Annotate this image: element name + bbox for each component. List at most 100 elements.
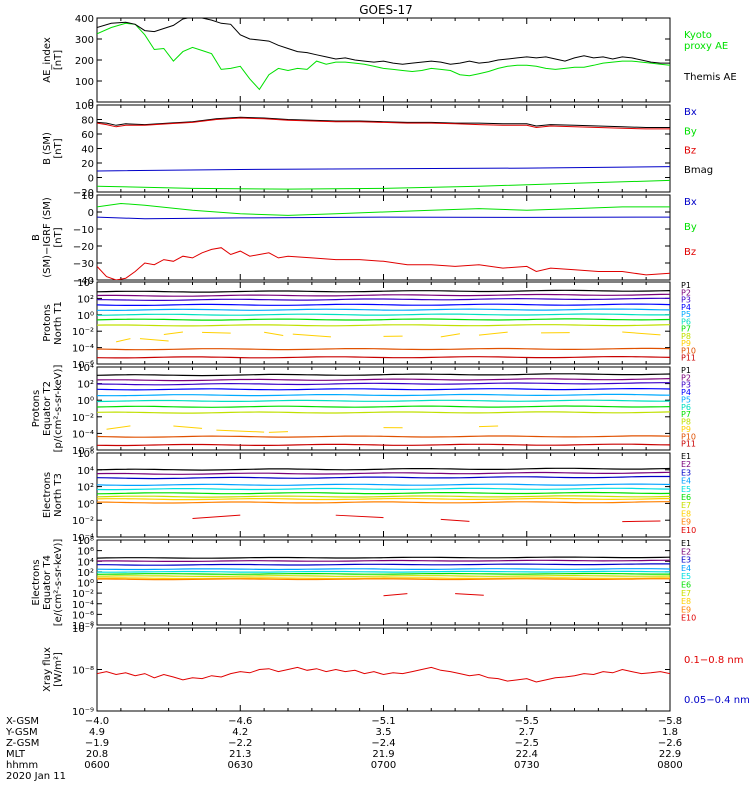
plot-area (97, 18, 670, 91)
series-bx (97, 216, 670, 220)
y-axis-label: ElectronsEquator T4[e/(cm²-s-sr-keV)] (31, 539, 64, 627)
orbit-value: 22.9 (659, 749, 681, 760)
y-tick-label: 10⁻² (72, 327, 94, 338)
legend-p7: P7 (681, 410, 691, 419)
legend-p6: P6 (681, 317, 691, 326)
series-e3 (97, 563, 670, 566)
series-e6 (97, 572, 670, 575)
legend-e2: E2 (681, 460, 691, 469)
orbit-row-label: hhmm (6, 760, 38, 771)
orbit-value: 1.8 (662, 727, 678, 738)
series-p3 (97, 297, 670, 301)
series-bx (97, 166, 670, 172)
series-kyoto-proxy-ae (97, 22, 670, 91)
y-tick-label: −40 (73, 276, 94, 287)
legend-p8: P8 (681, 418, 691, 427)
legend-p11: P11 (681, 440, 696, 449)
series-bmag (97, 116, 670, 128)
series-p1 (97, 373, 670, 377)
legend-e2: E2 (681, 547, 691, 556)
orbit-value: 0800 (657, 760, 682, 771)
y-tick-label: 300 (75, 35, 94, 46)
legend-e1: E1 (681, 452, 691, 461)
orbit-row-label: Y-GSM (5, 727, 38, 738)
legend-e8: E8 (681, 597, 691, 606)
legend-p8: P8 (681, 332, 691, 341)
y-tick-label: 10² (77, 380, 94, 391)
y-tick-label: 10⁰ (77, 579, 94, 590)
series-p10 (97, 435, 670, 438)
legend-e7: E7 (681, 589, 691, 598)
series-p11 (97, 356, 670, 359)
orbit-value: 22.4 (516, 749, 538, 760)
y-tick-label: 10⁻⁶ (72, 446, 94, 457)
legend-bx: Bx (684, 107, 697, 118)
series-p2 (97, 378, 670, 382)
y-tick-label: 10⁴ (77, 363, 94, 374)
legend-p9: P9 (681, 425, 691, 434)
y-tick-label: 10 (81, 191, 94, 202)
y-axis-label: Xray flux[W/m²] (42, 647, 64, 692)
orbit-value: 4.2 (232, 727, 248, 738)
series-by (97, 202, 670, 216)
series-p8-segment (202, 331, 231, 334)
legend-by: By (684, 222, 697, 233)
y-tick-label: 80 (81, 116, 94, 127)
series-p9-segment (216, 429, 265, 433)
legend-p5: P5 (681, 310, 691, 319)
y-tick-label: 60 (81, 130, 94, 141)
y-tick-label: 10⁸ (77, 536, 94, 547)
orbit-value: 20.8 (86, 749, 108, 760)
series-p5 (97, 393, 670, 397)
y-tick-label: 10⁻⁷ (72, 624, 94, 635)
legend-themis-ae: Themis AE (683, 72, 737, 83)
y-tick-label: 10⁶ (77, 547, 94, 558)
plot-area (97, 289, 670, 359)
y-tick-label: 100 (75, 77, 94, 88)
legend-bz: Bz (684, 247, 696, 258)
series-p9-segment (478, 425, 499, 428)
series-e10-segment (335, 514, 384, 519)
orbit-value: −5.5 (515, 716, 539, 727)
orbit-value: 0630 (228, 760, 253, 771)
series-e9 (97, 578, 670, 581)
series-e7 (97, 575, 670, 577)
legend-p10: P10 (681, 432, 696, 441)
series-e1 (97, 467, 670, 471)
legend-p1: P1 (681, 366, 691, 375)
legend-bx: Bx (684, 197, 697, 208)
series-p3 (97, 382, 670, 386)
legend-p9: P9 (681, 339, 691, 348)
legend-p6: P6 (681, 403, 691, 412)
panel-frame (96, 539, 671, 626)
orbit-value: 0730 (514, 760, 539, 771)
series-e5 (97, 570, 670, 573)
series-bz (97, 247, 670, 280)
series-p8 (97, 324, 670, 327)
y-tick-label: 10⁴ (77, 466, 94, 477)
y-axis-label: B (SM)[nT] (42, 132, 64, 165)
series-p10 (97, 347, 670, 351)
series-p5 (97, 308, 670, 312)
legend-kyoto-proxy-ae: Kyoto proxy AE (684, 30, 728, 52)
y-tick-label: 10² (77, 294, 94, 305)
orbit-row-label: MLT (6, 749, 26, 760)
panel-frame (96, 194, 671, 281)
panel-7: 10⁻⁸10⁻⁶10⁻⁴10⁻²10⁰10²10⁴10⁶10⁸Electrons… (31, 536, 696, 632)
legend-p3: P3 (681, 296, 691, 305)
orbit-row-label: Z-GSM (6, 738, 39, 749)
plot-area (97, 116, 670, 190)
panel-frame (96, 104, 671, 193)
y-tick-label: −10 (73, 225, 94, 236)
series-p7 (97, 405, 670, 408)
series-p4 (97, 303, 670, 306)
y-tick-label: 10⁻⁹ (72, 707, 94, 718)
series-e1 (97, 556, 670, 559)
y-tick-label: 10² (77, 568, 94, 579)
legend-0-1-0-8-nm: 0.1−0.8 nm (684, 655, 743, 666)
y-tick-label: 200 (75, 56, 94, 67)
y-tick-label: −20 (73, 188, 94, 199)
series-e4 (97, 483, 670, 486)
